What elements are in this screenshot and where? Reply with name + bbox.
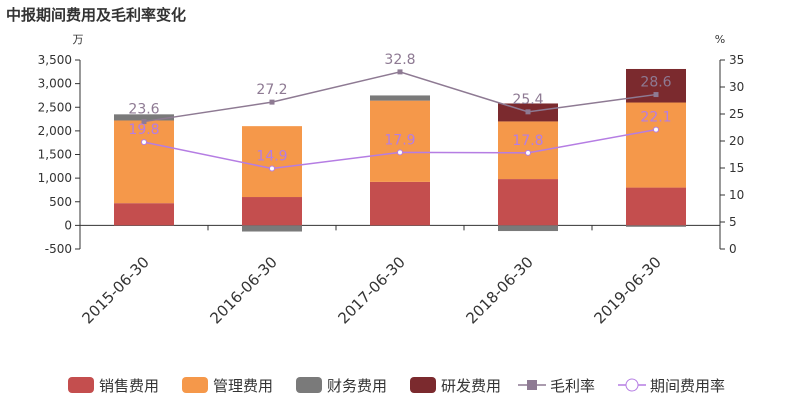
legend-swatch — [410, 377, 436, 393]
y-right-tick-label: 15 — [729, 161, 744, 175]
y-right-tick-label: 10 — [729, 188, 744, 202]
bar-segment — [114, 120, 174, 204]
y-left-tick-label: 1,000 — [38, 171, 72, 185]
line-point-marker — [397, 69, 403, 75]
legend-swatch — [182, 377, 208, 393]
y-left-tick-label: 2,000 — [38, 124, 72, 138]
y-right-tick-label: 0 — [729, 242, 737, 256]
data-label: 22.1 — [640, 110, 671, 126]
y-left-tick-label: 1,500 — [38, 148, 72, 162]
bar-segment — [242, 225, 302, 232]
line-point-marker — [653, 126, 659, 133]
bar-segment — [370, 181, 430, 226]
y-right-tick-label: 25 — [729, 107, 744, 121]
line-point-marker — [653, 92, 659, 98]
legend-marker — [625, 378, 639, 392]
data-label: 25.4 — [512, 92, 543, 108]
line-point-marker — [141, 119, 147, 125]
line-point-marker — [525, 149, 531, 156]
chart-title: 中报期间费用及毛利率变化 — [6, 6, 186, 24]
bar-segment — [626, 225, 686, 227]
y-right-tick-label: 20 — [729, 134, 744, 148]
line-point-marker — [141, 139, 147, 146]
bar-segment — [242, 126, 302, 198]
bar-segment — [114, 114, 174, 121]
data-label: 28.6 — [640, 75, 671, 91]
legend-label: 毛利率 — [550, 377, 595, 395]
x-tick-label: 2017-06-30 — [334, 253, 408, 327]
y-right-tick-label: 5 — [729, 215, 737, 229]
legend-swatch — [296, 377, 322, 393]
legend-label: 期间费用率 — [650, 377, 725, 395]
y-right-unit: % — [715, 33, 725, 46]
legend-swatch — [68, 377, 94, 393]
line-point-marker — [397, 149, 403, 156]
line-point-marker — [269, 99, 275, 105]
line-point-marker — [269, 165, 275, 172]
y-left-tick-label: 3,000 — [38, 77, 72, 91]
bar-segment — [370, 100, 430, 182]
legend-label: 财务费用 — [327, 377, 387, 395]
bar-segment — [626, 102, 686, 188]
y-left-unit: 万 — [73, 33, 84, 46]
data-label: 19.8 — [128, 122, 159, 138]
legend-marker — [527, 380, 537, 390]
y-right-tick-label: 35 — [729, 53, 744, 67]
x-tick-label: 2019-06-30 — [590, 253, 664, 327]
y-left-tick-label: 2,500 — [38, 100, 72, 114]
bar-segment — [498, 179, 558, 226]
legend-label: 研发费用 — [441, 377, 501, 395]
data-label: 14.9 — [256, 149, 287, 165]
bar-segment — [626, 187, 686, 226]
x-tick-label: 2016-06-30 — [206, 253, 280, 327]
line-point-marker — [525, 109, 531, 115]
y-left-tick-label: -500 — [45, 242, 72, 256]
legend-label: 管理费用 — [213, 377, 273, 395]
bar-segment — [370, 95, 430, 101]
legend-label: 销售费用 — [99, 377, 159, 395]
x-tick-label: 2018-06-30 — [462, 253, 536, 327]
bar-segment — [114, 203, 174, 226]
x-tick-label: 2015-06-30 — [78, 253, 152, 327]
data-label: 27.2 — [256, 82, 287, 98]
y-right-tick-label: 30 — [729, 80, 744, 94]
data-label: 17.8 — [512, 133, 543, 149]
y-left-tick-label: 500 — [49, 195, 72, 209]
bar-segment — [498, 225, 558, 232]
bar-segment — [242, 197, 302, 226]
data-label: 17.9 — [384, 132, 415, 148]
y-left-tick-label: 3,500 — [38, 53, 72, 67]
data-label: 32.8 — [384, 52, 415, 68]
y-left-tick-label: 0 — [64, 218, 72, 232]
data-label: 23.6 — [128, 102, 159, 118]
